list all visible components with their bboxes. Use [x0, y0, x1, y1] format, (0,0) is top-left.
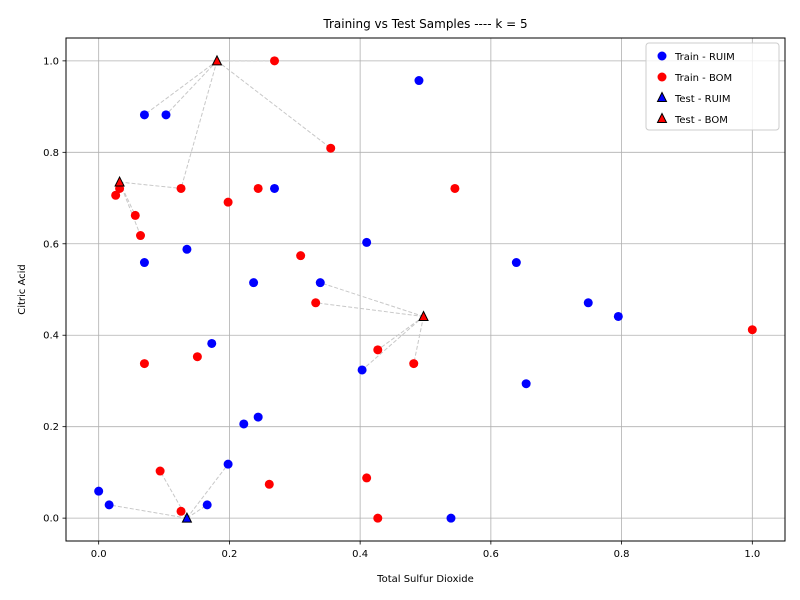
legend-label-train-ruim: Train - RUIM — [674, 52, 735, 63]
point-train-ruim — [202, 500, 212, 510]
point-train-bom — [373, 513, 383, 523]
point-train-ruim — [446, 513, 456, 523]
point-train-ruim — [207, 338, 217, 348]
y-axis-label: Citric Acid — [17, 264, 28, 315]
point-train-bom — [296, 251, 306, 261]
point-train-ruim — [249, 278, 259, 288]
chart-title: Training vs Test Samples ---- k = 5 — [322, 17, 527, 31]
point-train-ruim — [414, 76, 424, 86]
point-train-ruim — [182, 244, 192, 254]
neighbor-link-line — [413, 316, 425, 364]
neighbor-link-line — [361, 316, 424, 371]
point-train-ruim — [253, 412, 263, 422]
point-train-bom — [450, 183, 460, 193]
legend-box — [645, 42, 780, 131]
neighbor-link-line — [119, 181, 182, 189]
point-train-bom — [264, 479, 274, 489]
point-train-ruim — [94, 486, 104, 496]
point-train-ruim — [511, 258, 521, 268]
axis-ticks: 0.0 0.2 0.4 0.6 0.8 1.0 0.0 0.2 0.4 0.6 0.8 1.0 — [43, 56, 760, 560]
point-train-ruim — [161, 110, 171, 120]
point-train-ruim — [613, 311, 623, 321]
x-tick-label: 0.6 — [483, 549, 499, 560]
y-tick-label: 0.6 — [43, 239, 59, 250]
legend-marker-test-bom — [656, 112, 668, 123]
x-axis-label: Total Sulfur Dioxide — [376, 574, 474, 585]
point-test-bom — [114, 175, 125, 187]
point-train-ruim — [583, 298, 593, 308]
point-train-ruim — [139, 110, 149, 120]
x-tick-label: 0.4 — [352, 549, 368, 560]
y-tick-label: 0.8 — [43, 148, 59, 159]
data-points — [94, 54, 757, 523]
point-train-bom — [130, 210, 140, 220]
y-tick-label: 0.2 — [43, 422, 59, 433]
neighbor-links — [109, 60, 425, 519]
plot-frame — [65, 37, 786, 542]
y-tick-label: 0.4 — [43, 331, 59, 342]
legend-marker-train-bom — [657, 72, 667, 82]
x-tick-label: 0.8 — [614, 549, 630, 560]
point-train-bom — [253, 183, 263, 193]
point-train-bom — [111, 190, 121, 200]
point-train-ruim — [223, 459, 233, 469]
y-tick-label: 1.0 — [43, 56, 59, 67]
point-train-bom — [270, 56, 280, 66]
neighbor-link-line — [180, 60, 218, 189]
point-train-ruim — [357, 365, 367, 375]
legend-label-test-bom: Test - BOM — [674, 115, 728, 126]
legend-marker-test-ruim — [656, 91, 668, 102]
neighbor-link-line — [144, 60, 218, 116]
point-train-bom — [176, 183, 186, 193]
point-train-bom — [326, 143, 336, 153]
point-train-bom — [136, 231, 146, 241]
neighbor-link-line — [109, 504, 188, 519]
legend-marker-train-ruim — [657, 51, 667, 61]
point-train-bom — [409, 359, 419, 369]
point-train-ruim — [270, 183, 280, 193]
point-test-bom — [211, 54, 223, 66]
legend-label-test-ruim: Test - RUIM — [674, 94, 731, 105]
point-train-bom — [223, 197, 233, 207]
point-test-ruim — [181, 512, 193, 523]
x-tick-label: 0.0 — [91, 549, 107, 560]
neighbor-link-line — [186, 463, 229, 519]
y-tick-label: 0.0 — [43, 514, 59, 525]
neighbor-link-line — [315, 302, 424, 317]
point-train-bom — [139, 359, 149, 369]
point-train-bom — [155, 466, 165, 476]
point-train-ruim — [104, 500, 114, 510]
point-test-bom — [418, 310, 429, 321]
point-train-bom — [362, 473, 372, 483]
grid — [66, 38, 785, 541]
point-train-ruim — [315, 278, 325, 288]
point-train-bom — [747, 325, 757, 335]
point-train-bom — [373, 345, 383, 355]
x-tick-label: 0.2 — [221, 549, 237, 560]
x-tick-label: 1.0 — [744, 549, 760, 560]
point-train-bom — [192, 352, 202, 362]
neighbor-link-line — [165, 60, 218, 116]
neighbor-link-line — [320, 282, 424, 317]
neighbor-link-line — [377, 316, 424, 351]
legend: Train - RUIM Train - BOM Test - RUIM Tes… — [645, 42, 780, 131]
legend-label-train-bom: Train - BOM — [674, 73, 732, 84]
point-train-bom — [176, 506, 186, 516]
point-train-ruim — [521, 379, 531, 389]
point-train-ruim — [139, 258, 149, 268]
point-train-ruim — [362, 237, 372, 247]
point-train-ruim — [239, 419, 249, 429]
point-train-bom — [311, 298, 321, 308]
